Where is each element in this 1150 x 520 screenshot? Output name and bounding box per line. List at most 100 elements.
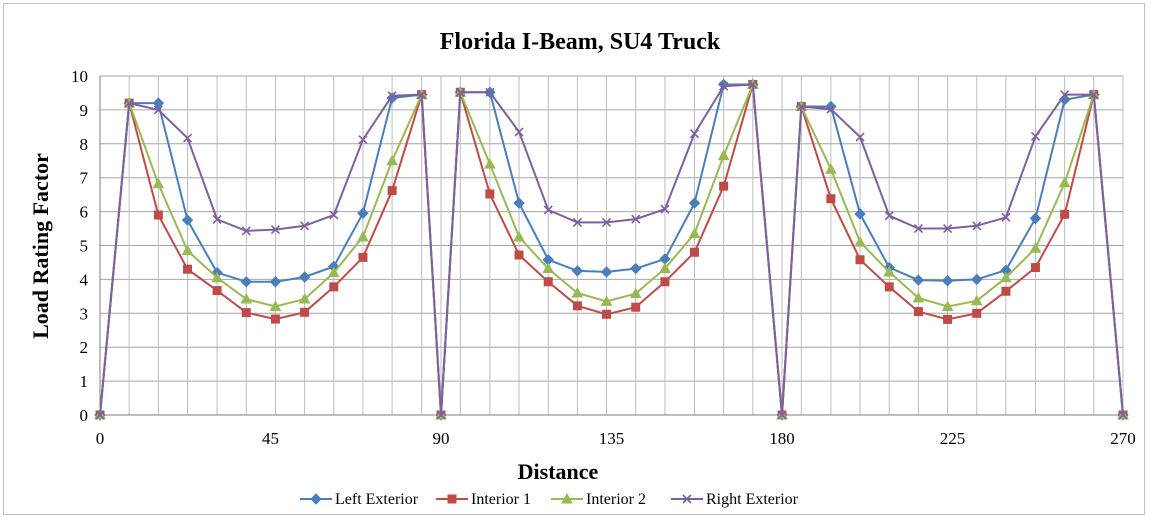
data-point — [971, 273, 983, 286]
data-point-stroke — [455, 87, 465, 97]
data-point-stroke — [1030, 131, 1041, 141]
data-point — [298, 271, 311, 283]
data-point — [631, 214, 641, 224]
data-point-stroke — [689, 129, 700, 139]
data-point — [1118, 410, 1128, 420]
series-line — [99, 84, 1124, 416]
x-tick-label: 180 — [769, 429, 795, 448]
x-axis-title: Distance — [518, 459, 599, 484]
data-point — [941, 300, 954, 312]
data-point-stroke — [826, 104, 836, 114]
data-point-stroke — [436, 410, 446, 420]
data-point-stroke — [943, 223, 953, 234]
legend-label: Interior 2 — [586, 491, 646, 508]
data-point — [240, 293, 253, 304]
y-tick-label: 7 — [80, 169, 89, 188]
data-point-stroke — [358, 135, 368, 145]
data-point — [1058, 176, 1071, 188]
data-point — [913, 223, 923, 234]
data-point — [241, 226, 251, 236]
data-point — [357, 230, 369, 242]
data-point — [1030, 263, 1040, 273]
data-point — [514, 250, 524, 260]
data-point-stroke — [417, 90, 427, 100]
data-point — [689, 247, 699, 257]
data-point-stroke — [855, 132, 865, 142]
data-point — [1001, 212, 1011, 222]
data-point — [826, 104, 836, 114]
data-point-stroke — [884, 211, 894, 221]
data-point — [571, 286, 584, 298]
legend-item: Interior 2 — [551, 491, 646, 508]
data-point — [688, 227, 701, 239]
data-point — [543, 205, 553, 215]
data-point-stroke — [748, 79, 758, 90]
data-point — [543, 277, 553, 287]
data-point — [912, 292, 925, 303]
data-point — [542, 262, 555, 274]
data-point — [181, 244, 194, 256]
series-layer — [94, 78, 1129, 421]
legend-item: Right Exterior — [671, 491, 799, 508]
data-point — [436, 410, 446, 420]
x-tick-label: 45 — [262, 429, 279, 448]
data-point — [855, 255, 865, 265]
data-point — [855, 132, 865, 142]
data-point — [825, 163, 837, 174]
data-point — [152, 97, 165, 109]
data-point-stroke — [485, 87, 495, 97]
data-point — [630, 262, 642, 275]
data-point — [970, 294, 983, 306]
data-point — [514, 127, 524, 137]
chart-frame: Florida I-Beam, SU4 Truck 0 1 2 3 4 5 6 7 8 9 10 0 4… — [3, 3, 1145, 515]
data-point — [298, 293, 311, 304]
data-point — [572, 217, 582, 228]
data-point — [212, 214, 222, 224]
data-point-stroke — [300, 221, 310, 231]
data-point — [943, 314, 953, 324]
data-point-stroke — [1001, 212, 1011, 222]
data-point — [688, 197, 701, 209]
data-point — [211, 271, 223, 283]
data-point-stroke — [972, 221, 982, 231]
series-interior-1 — [95, 79, 1128, 420]
data-point-stroke — [514, 127, 524, 137]
data-point — [1029, 212, 1042, 225]
data-point — [358, 135, 368, 145]
legend-marker — [561, 492, 573, 504]
data-point — [884, 282, 894, 292]
data-point — [972, 221, 982, 231]
data-point — [124, 98, 134, 108]
legend-marker — [682, 494, 692, 504]
data-point-stroke — [719, 81, 729, 91]
axes — [99, 76, 1123, 416]
data-point — [571, 265, 584, 277]
data-point — [1089, 90, 1099, 100]
data-point — [943, 223, 953, 234]
data-point — [748, 79, 758, 90]
data-point-stroke — [1089, 90, 1099, 100]
data-point — [572, 301, 582, 311]
data-point — [941, 275, 954, 287]
grid — [99, 75, 1124, 416]
data-point — [455, 87, 465, 97]
data-point — [358, 252, 368, 262]
data-point — [417, 90, 427, 100]
data-point — [153, 105, 163, 115]
legend-marker — [447, 494, 457, 504]
data-point — [602, 309, 612, 319]
data-point — [777, 410, 787, 420]
data-point — [386, 154, 398, 166]
series-line — [99, 83, 1124, 416]
data-point-stroke — [602, 217, 612, 228]
data-point — [719, 81, 729, 91]
legend-item: Left Exterior — [300, 491, 419, 508]
data-point-stroke — [153, 105, 163, 115]
legend-label: Left Exterior — [335, 491, 419, 508]
data-point-stroke — [329, 210, 339, 220]
data-point — [181, 214, 194, 226]
data-point — [631, 302, 641, 312]
data-point — [300, 307, 310, 317]
data-point-stroke — [95, 410, 105, 420]
